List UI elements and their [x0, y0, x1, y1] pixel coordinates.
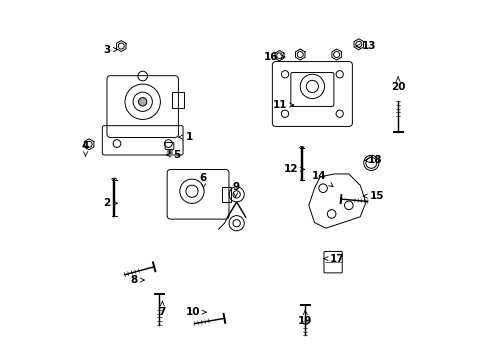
Text: 8: 8 [130, 275, 144, 285]
Circle shape [138, 98, 146, 106]
Text: 17: 17 [324, 253, 344, 264]
Text: 20: 20 [390, 77, 405, 92]
Text: 19: 19 [297, 310, 312, 326]
Text: 3: 3 [103, 45, 117, 55]
Text: 14: 14 [311, 171, 332, 186]
Text: 2: 2 [103, 198, 117, 208]
Text: 13: 13 [355, 41, 376, 51]
Bar [171, 92, 184, 108]
Text: 6: 6 [200, 173, 206, 189]
Text: 1: 1 [178, 132, 192, 142]
Text: 10: 10 [185, 307, 205, 317]
Text: 16: 16 [264, 52, 284, 62]
Text: 11: 11 [272, 100, 293, 110]
Text: 18: 18 [364, 156, 381, 165]
Text: 12: 12 [283, 164, 304, 174]
Text: 9: 9 [231, 182, 239, 198]
Text: 15: 15 [363, 191, 383, 201]
Text: 7: 7 [158, 301, 166, 317]
Text: 5: 5 [166, 150, 180, 160]
Text: 4: 4 [81, 141, 89, 157]
Bar [222, 187, 231, 202]
